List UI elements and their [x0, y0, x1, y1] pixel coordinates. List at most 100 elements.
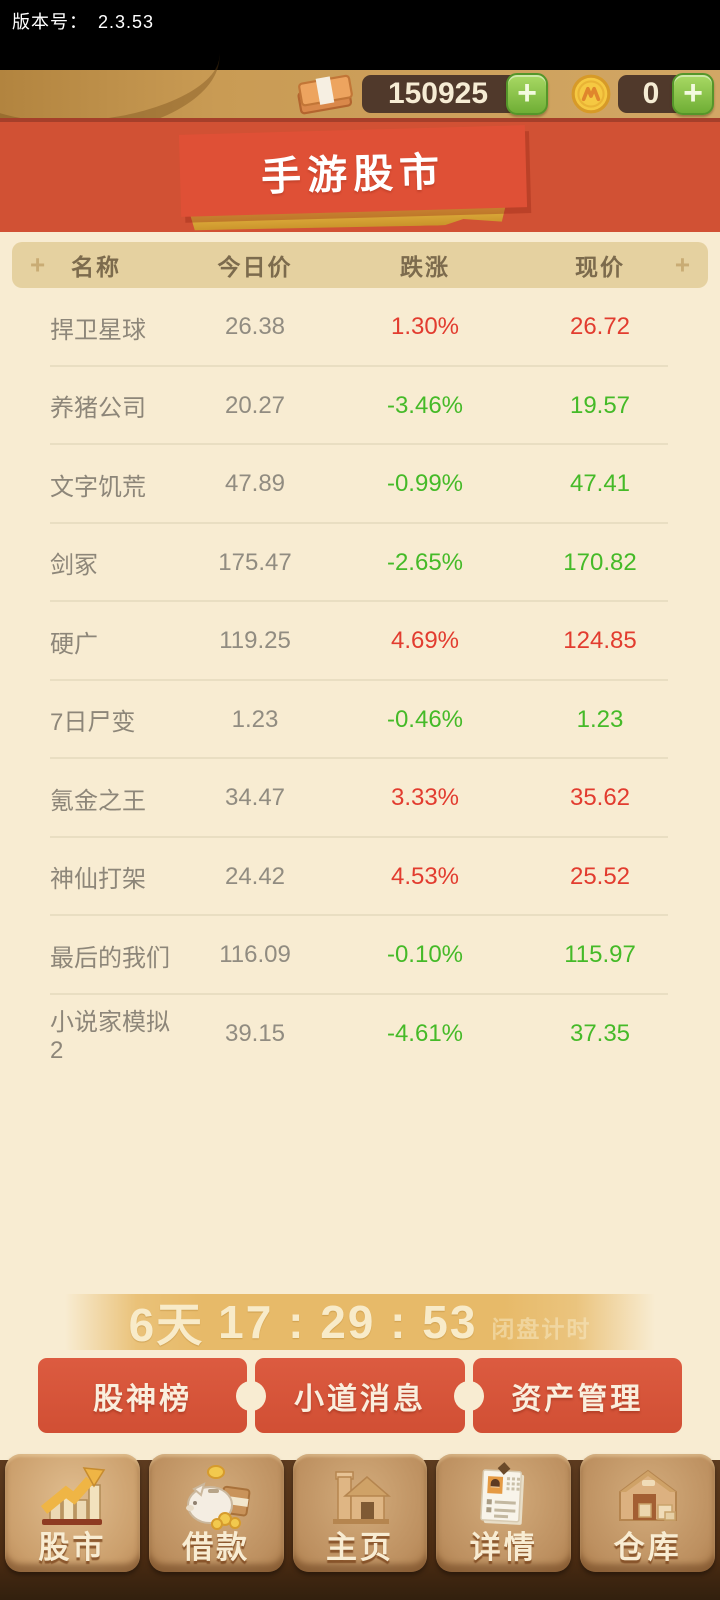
- stock-table: 捍卫星球 26.38 1.30% 26.72 养猪公司 20.27 -3.46%…: [12, 288, 708, 1073]
- stock-current-price: 170.82: [563, 548, 637, 576]
- nav-label-home: 主页: [325, 1530, 394, 1565]
- cash-icon: [297, 74, 353, 115]
- stock-change-percent: -2.65%: [386, 548, 464, 576]
- table-row[interactable]: 氪金之王 34.47 3.33% 35.62: [12, 759, 708, 838]
- nav-tab-borrow[interactable]: 借款: [148, 1454, 284, 1572]
- table-row[interactable]: 硬广 119.25 4.69% 124.85: [12, 602, 708, 681]
- stock-today-price: 26.38: [224, 313, 286, 341]
- stock-name: 硬广: [50, 630, 98, 658]
- stock-current-price: 26.72: [569, 313, 631, 341]
- nav-tab-home[interactable]: 主页: [292, 1454, 428, 1572]
- asset-management-button[interactable]: 资产管理: [472, 1358, 682, 1433]
- stock-current-price: 19.57: [569, 391, 631, 419]
- table-row[interactable]: 文字饥荒 47.89 -0.99% 47.41: [12, 445, 708, 524]
- column-header-price: 现价: [575, 254, 625, 280]
- coin-amount-pill: 0 +: [618, 73, 714, 115]
- warehouse-icon: [618, 1469, 677, 1521]
- stock-change-percent: -0.46%: [386, 705, 464, 733]
- table-row[interactable]: 最后的我们 116.09 -0.10% 115.97: [12, 916, 708, 995]
- nav-label-borrow: 借款: [182, 1530, 251, 1565]
- countdown-time: 17 : 29 : 53: [218, 1296, 478, 1348]
- nav-label-stock-market: 股市: [38, 1530, 107, 1565]
- add-cash-button[interactable]: +: [506, 73, 548, 115]
- bottom-nav-bar: 股市 借款: [0, 1454, 720, 1600]
- button-connector-dot: [236, 1380, 266, 1411]
- nav-tab-stock-market[interactable]: 股市: [5, 1454, 140, 1572]
- stock-name: 小说家模拟2: [50, 1009, 170, 1065]
- stock-today-price: 116.09: [219, 941, 291, 969]
- nav-label-warehouse: 仓库: [613, 1530, 682, 1565]
- stock-today-price: 175.47: [218, 548, 292, 576]
- table-row[interactable]: 捍卫星球 26.38 1.30% 26.72: [12, 288, 708, 367]
- action-button-row: 股神榜 小道消息 资产管理: [38, 1358, 682, 1433]
- cash-currency-group: 150925 +: [294, 72, 548, 116]
- nav-label-details: 详情: [469, 1530, 538, 1565]
- title-band: 手游股市: [0, 118, 720, 232]
- stock-name: 捍卫星球: [50, 316, 146, 344]
- stock-current-price: 37.35: [569, 1019, 631, 1047]
- cash-amount-pill: 150925 +: [362, 73, 548, 115]
- stock-name: 神仙打架: [50, 866, 146, 894]
- stock-today-price: 119.25: [219, 627, 291, 655]
- column-header-change: 跌涨: [400, 254, 450, 280]
- stock-change-percent: -0.99%: [386, 470, 464, 498]
- stock-current-price: 25.52: [569, 862, 631, 890]
- table-row[interactable]: 7日尸变 1.23 -0.46% 1.23: [12, 681, 708, 760]
- table-row[interactable]: 养猪公司 20.27 -3.46% 19.57: [12, 367, 708, 446]
- stock-today-price: 20.27: [224, 391, 286, 419]
- stock-god-ranking-button[interactable]: 股神榜: [38, 1358, 248, 1433]
- column-header-today: 今日价: [217, 254, 293, 280]
- table-row[interactable]: 小说家模拟2 39.15 -4.61% 37.35: [12, 995, 708, 1074]
- stock-current-price: 1.23: [576, 705, 624, 733]
- stock-name: 氪金之王: [50, 787, 146, 815]
- closing-countdown-bar: 6天 17 : 29 : 53 闭盘计时: [0, 1294, 720, 1351]
- coin-amount: 0: [642, 77, 660, 110]
- stock-name: 养猪公司: [50, 395, 146, 423]
- coin-currency-group: 0 +: [570, 73, 714, 115]
- page-title: 手游股市: [260, 150, 446, 200]
- stock-change-percent: 3.33%: [390, 784, 460, 812]
- stock-name: 最后的我们: [50, 944, 170, 972]
- stock-change-percent: 4.69%: [390, 627, 460, 655]
- nav-tab-details[interactable]: 详情: [436, 1454, 572, 1572]
- home-icon: [332, 1471, 392, 1524]
- stock-change-percent: 1.30%: [390, 313, 460, 341]
- cash-amount: 150925: [387, 77, 489, 110]
- table-row[interactable]: 剑冢 175.47 -2.65% 170.82: [12, 524, 708, 603]
- stock-today-price: 1.23: [231, 705, 279, 733]
- header-left-plus-icon: +: [30, 249, 46, 280]
- details-doc-icon: [479, 1462, 524, 1525]
- stock-current-price: 115.97: [564, 941, 636, 969]
- stock-change-percent: 4.53%: [390, 862, 460, 890]
- stock-current-price: 47.41: [569, 470, 631, 498]
- stock-today-price: 39.15: [224, 1019, 286, 1047]
- stock-today-price: 24.42: [224, 862, 286, 890]
- countdown-label: 闭盘计时: [491, 1316, 592, 1342]
- coin-icon: [571, 74, 611, 114]
- stock-current-price: 124.85: [563, 627, 637, 655]
- title-banner: 手游股市: [178, 125, 528, 217]
- currency-bar: 150925 + 0 +: [0, 70, 720, 118]
- stock-change-percent: -0.10%: [386, 941, 464, 969]
- stock-name: 文字饥荒: [50, 473, 146, 501]
- button-connector-dot: [454, 1380, 484, 1411]
- stock-current-price: 35.62: [569, 784, 631, 812]
- stock-change-percent: -4.61%: [386, 1019, 464, 1047]
- column-header-name: 名称: [71, 254, 121, 280]
- stock-name: 剑冢: [50, 552, 98, 580]
- stock-change-percent: -3.46%: [386, 391, 464, 419]
- nav-tiles: 股市 借款: [5, 1454, 715, 1572]
- piggy-bank-icon: [186, 1465, 251, 1530]
- nav-tab-warehouse[interactable]: 仓库: [580, 1454, 715, 1572]
- stock-today-price: 34.47: [224, 784, 286, 812]
- stock-chart-icon: [41, 1467, 106, 1525]
- table-header: + 名称 今日价 跌涨 现价 +: [12, 242, 708, 288]
- stock-name: 7日尸变: [50, 709, 136, 737]
- add-coin-button[interactable]: +: [672, 73, 714, 115]
- stock-today-price: 47.89: [224, 470, 286, 498]
- gossip-news-button[interactable]: 小道消息: [255, 1358, 465, 1433]
- countdown-days: 6天: [128, 1299, 205, 1351]
- header-right-plus-icon: +: [674, 249, 690, 280]
- table-row[interactable]: 神仙打架 24.42 4.53% 25.52: [12, 838, 708, 917]
